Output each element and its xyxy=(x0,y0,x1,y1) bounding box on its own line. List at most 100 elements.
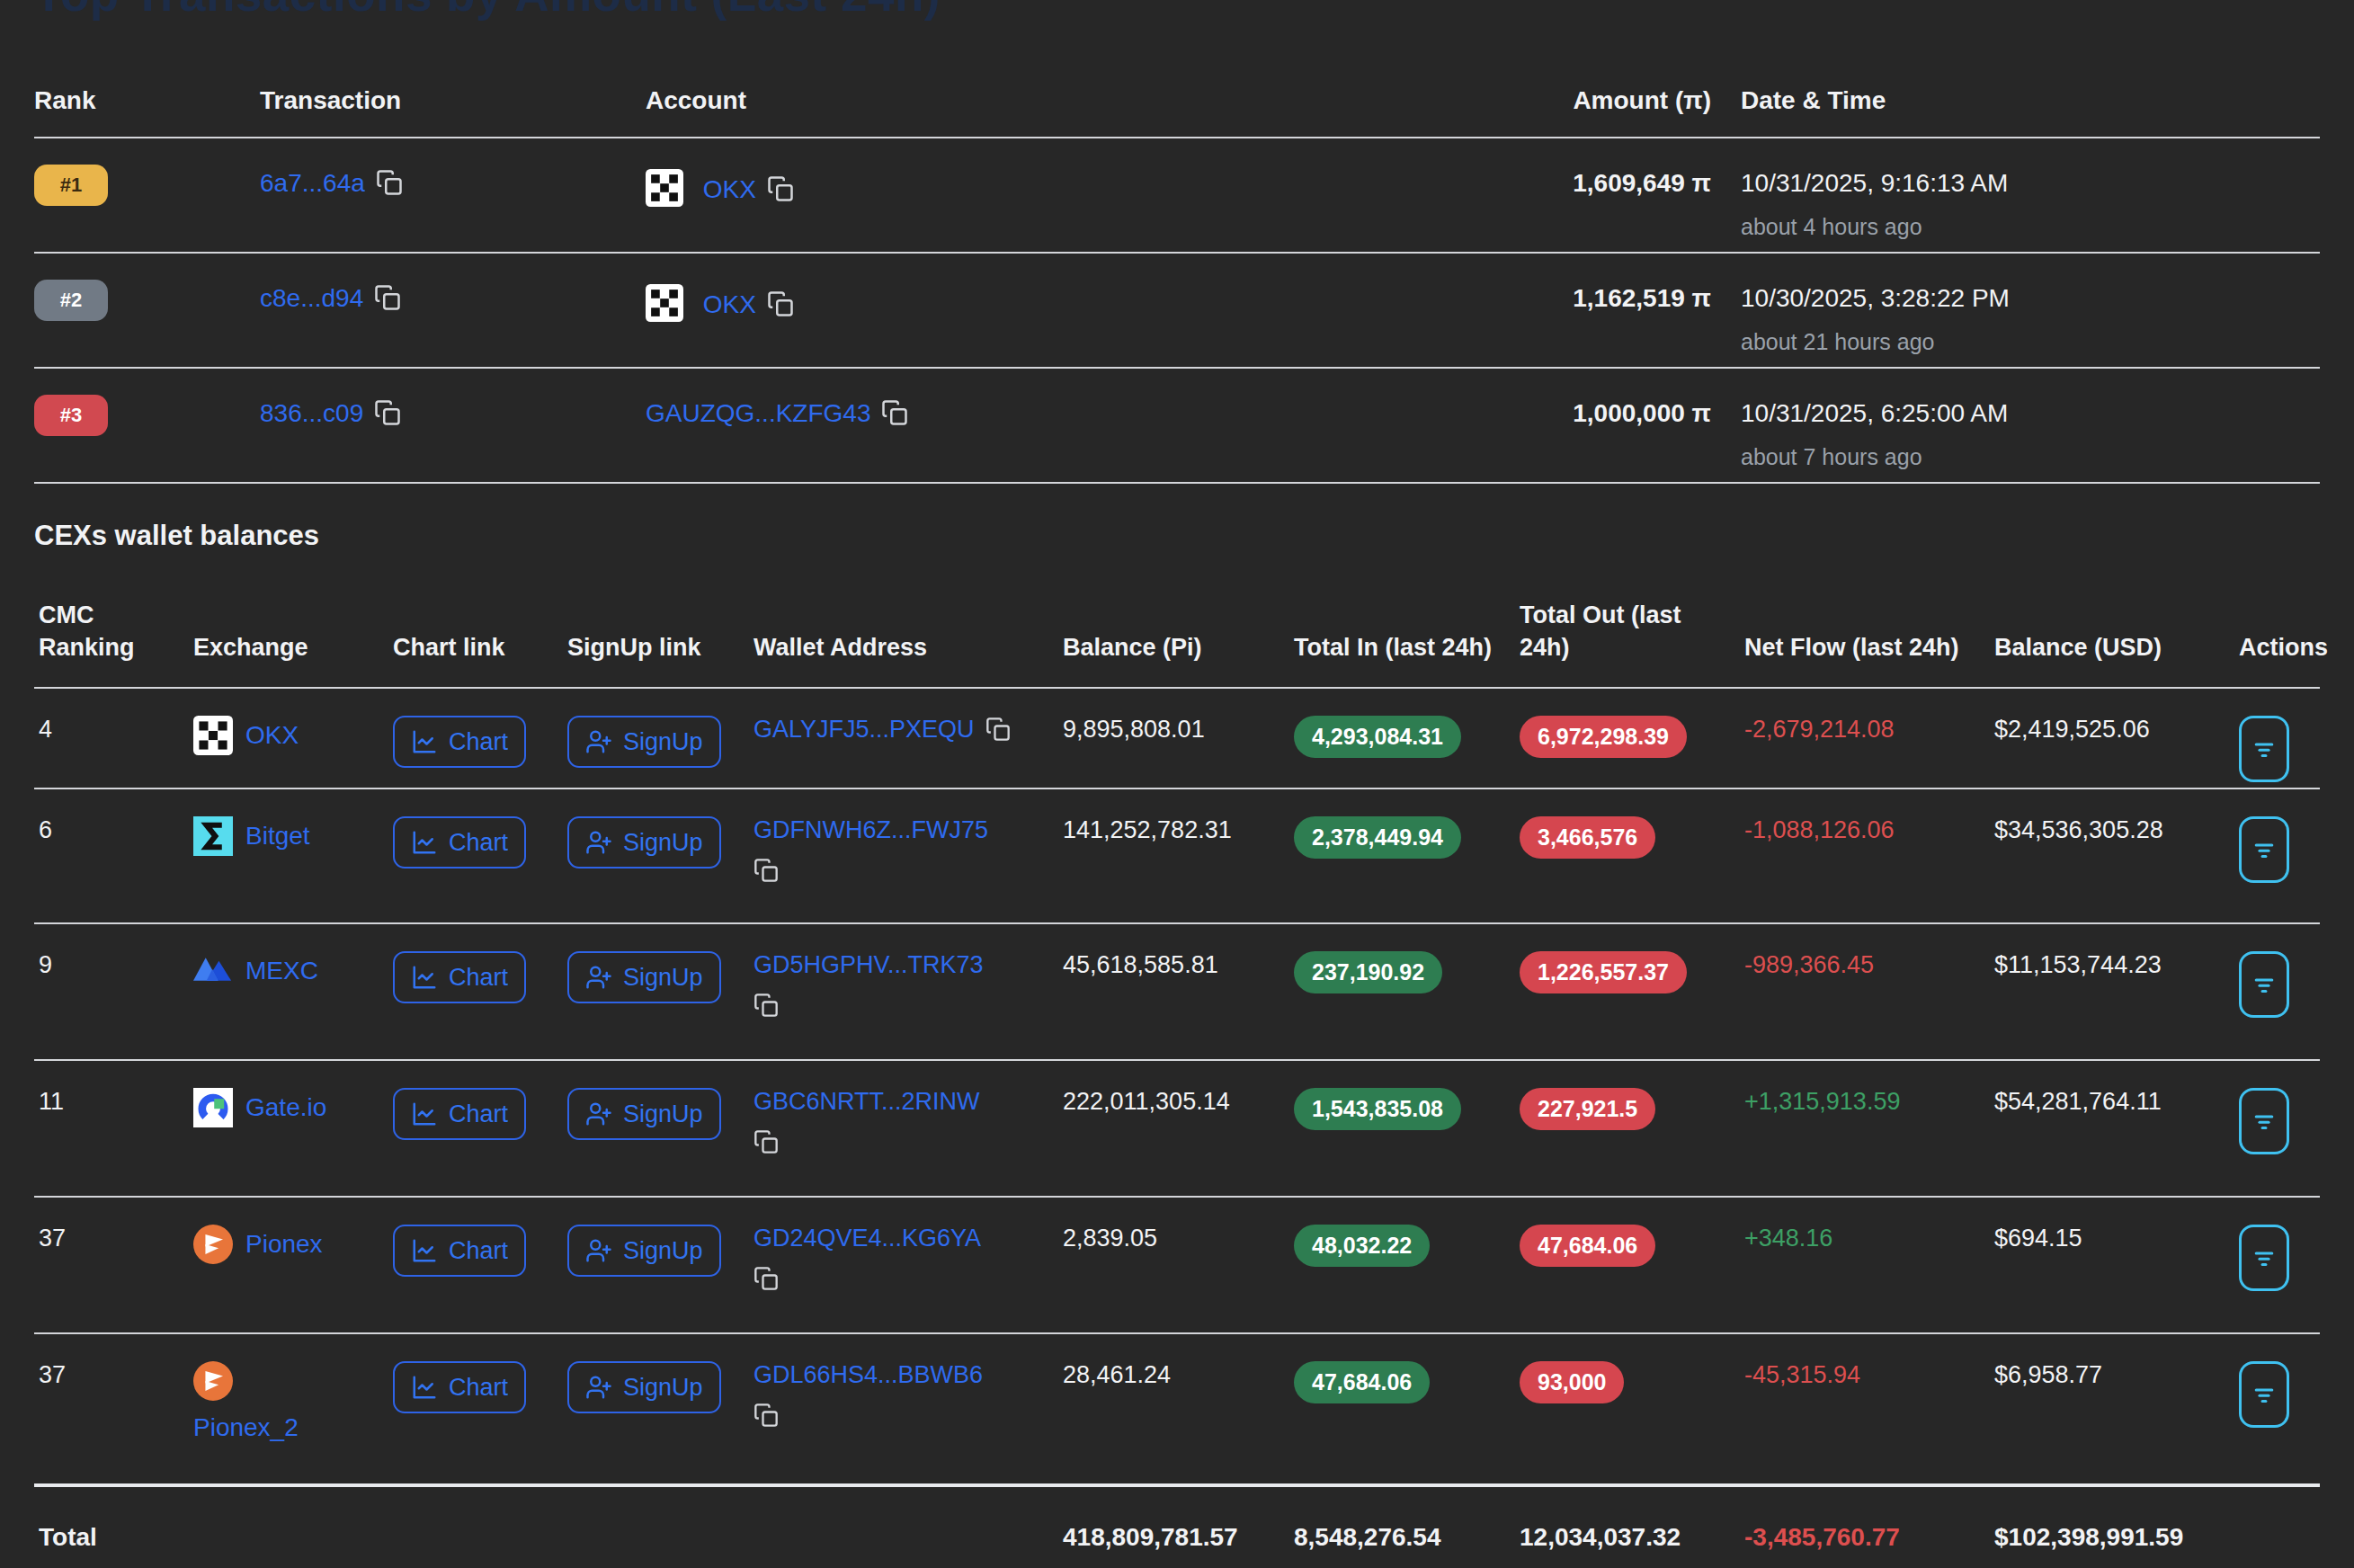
cmc-rank: 37 xyxy=(39,1225,193,1332)
chart-line-icon xyxy=(411,964,438,991)
row-actions-button[interactable] xyxy=(2239,1088,2289,1154)
transaction-link[interactable]: c8e...d94 xyxy=(260,284,363,312)
exchange-link[interactable]: Pionex xyxy=(245,1230,323,1259)
col-rank: Rank xyxy=(34,86,260,115)
col-total-out: Total Out (last 24h) xyxy=(1520,599,1744,664)
copy-icon[interactable] xyxy=(753,993,779,1018)
signup-button[interactable]: SignUp xyxy=(567,951,721,1003)
copy-icon[interactable] xyxy=(881,399,908,426)
exchange-link[interactable]: OKX xyxy=(245,721,299,750)
copy-icon[interactable] xyxy=(374,284,401,311)
chart-button[interactable]: Chart xyxy=(393,1088,526,1140)
total-in-badge: 2,378,449.94 xyxy=(1294,816,1461,859)
balance-pi-value: 9,895,808.01 xyxy=(1063,716,1294,788)
account-link[interactable]: OKX xyxy=(703,290,756,318)
account-link[interactable]: OKX xyxy=(703,175,756,203)
relative-time: about 4 hours ago xyxy=(1741,214,2320,240)
rank-badge: #3 xyxy=(34,395,108,436)
filter-icon xyxy=(2251,836,2278,863)
cmc-rank: 4 xyxy=(39,716,193,788)
okx-logo-icon xyxy=(646,284,683,322)
signup-button[interactable]: SignUp xyxy=(567,716,721,768)
exchange-link[interactable]: Bitget xyxy=(245,822,310,851)
datetime-value: 10/31/2025, 9:16:13 AM xyxy=(1741,169,2320,198)
user-plus-icon xyxy=(585,1237,612,1264)
relative-time: about 7 hours ago xyxy=(1741,444,2320,470)
cex-row-pionex: 37 Pionex Chart SignUp GD24QVE4...KG6YA … xyxy=(34,1198,2320,1334)
col-wallet-address: Wallet Address xyxy=(753,631,1063,664)
chart-line-icon xyxy=(411,1100,438,1127)
row-actions-button[interactable] xyxy=(2239,951,2289,1018)
signup-button[interactable]: SignUp xyxy=(567,816,721,869)
balance-pi-value: 141,252,782.31 xyxy=(1063,816,1294,922)
wallet-address-link[interactable]: GDL66HS4...BBWB6 xyxy=(753,1361,983,1388)
user-plus-icon xyxy=(585,728,612,755)
rank-badge: #2 xyxy=(34,280,108,321)
amount-value: 1,000,000 π xyxy=(1275,399,1711,482)
total-row: Total 418,809,781.57 8,548,276.54 12,034… xyxy=(34,1483,2320,1568)
copy-icon[interactable] xyxy=(376,169,403,196)
row-actions-button[interactable] xyxy=(2239,716,2289,782)
copy-icon[interactable] xyxy=(753,1266,779,1291)
chart-button[interactable]: Chart xyxy=(393,1225,526,1277)
total-label: Total xyxy=(39,1523,1063,1568)
chart-line-icon xyxy=(411,1374,438,1401)
total-in-badge: 4,293,084.31 xyxy=(1294,716,1461,758)
transaction-row: #1 6a7...64a OKX 1,609,649 π 10/31/2025,… xyxy=(34,138,2320,254)
net-flow-value: -1,088,126.06 xyxy=(1744,816,1994,922)
pionex-logo-icon xyxy=(193,1361,233,1401)
exchange-link[interactable]: Gate.io xyxy=(245,1093,326,1122)
total-in-sum: 8,548,276.54 xyxy=(1294,1523,1520,1568)
okx-logo-icon xyxy=(646,169,683,207)
filter-icon xyxy=(2251,1244,2278,1271)
exchange-link[interactable]: Pionex_2 xyxy=(193,1413,299,1442)
transaction-link[interactable]: 6a7...64a xyxy=(260,169,365,197)
col-cmc-ranking: CMC Ranking xyxy=(39,599,193,664)
wallet-address-link[interactable]: GDFNWH6Z...FWJ75 xyxy=(753,816,988,843)
amount-value: 1,609,649 π xyxy=(1275,169,1711,252)
cmc-rank: 37 xyxy=(39,1361,193,1483)
chart-button[interactable]: Chart xyxy=(393,716,526,768)
row-actions-button[interactable] xyxy=(2239,1361,2289,1428)
copy-icon[interactable] xyxy=(985,717,1011,742)
signup-button[interactable]: SignUp xyxy=(567,1088,721,1140)
datetime-value: 10/31/2025, 6:25:00 AM xyxy=(1741,399,2320,428)
cex-row-okx: 4 OKX Chart SignUp GALYJFJ5...PXEQU 9,89… xyxy=(34,689,2320,789)
cex-row-mexc: 9 MEXC Chart SignUp GD5HGPHV...TRK73 45,… xyxy=(34,924,2320,1061)
total-in-badge: 1,543,835.08 xyxy=(1294,1088,1461,1130)
copy-icon[interactable] xyxy=(374,399,401,426)
chart-button[interactable]: Chart xyxy=(393,951,526,1003)
mexc-logo-icon xyxy=(193,951,233,991)
signup-button[interactable]: SignUp xyxy=(567,1361,721,1413)
net-flow-value: -989,366.45 xyxy=(1744,951,1994,1059)
row-actions-button[interactable] xyxy=(2239,816,2289,883)
copy-icon[interactable] xyxy=(753,1129,779,1154)
chart-button[interactable]: Chart xyxy=(393,1361,526,1413)
balance-usd-value: $6,958.77 xyxy=(1994,1361,2239,1483)
exchange-link[interactable]: MEXC xyxy=(245,957,318,985)
col-datetime: Date & Time xyxy=(1711,86,2320,115)
chart-button[interactable]: Chart xyxy=(393,816,526,869)
cex-section-title: CEXs wallet balances xyxy=(34,520,2354,552)
wallet-address-link[interactable]: GBC6NRTT...2RINW xyxy=(753,1088,980,1115)
total-in-badge: 48,032.22 xyxy=(1294,1225,1430,1267)
copy-icon[interactable] xyxy=(753,858,779,883)
net-flow-value: -2,679,214.08 xyxy=(1744,716,1994,788)
row-actions-button[interactable] xyxy=(2239,1225,2289,1291)
wallet-address-link[interactable]: GD24QVE4...KG6YA xyxy=(753,1225,981,1252)
copy-icon[interactable] xyxy=(767,290,794,317)
signup-button[interactable]: SignUp xyxy=(567,1225,721,1277)
account-link[interactable]: GAUZQG...KZFG43 xyxy=(646,399,870,427)
pionex-logo-icon xyxy=(193,1225,233,1264)
wallet-address-link[interactable]: GALYJFJ5...PXEQU xyxy=(753,716,975,743)
wallet-address-link[interactable]: GD5HGPHV...TRK73 xyxy=(753,951,984,978)
copy-icon[interactable] xyxy=(767,175,794,202)
rank-badge: #1 xyxy=(34,165,108,206)
user-plus-icon xyxy=(585,829,612,856)
okx-logo-icon xyxy=(193,716,233,755)
total-out-badge: 47,684.06 xyxy=(1520,1225,1655,1267)
total-balance-pi: 418,809,781.57 xyxy=(1063,1523,1294,1568)
transaction-link[interactable]: 836...c09 xyxy=(260,399,363,427)
total-balance-usd: $102,398,991.59 xyxy=(1994,1523,2239,1568)
copy-icon[interactable] xyxy=(753,1403,779,1428)
